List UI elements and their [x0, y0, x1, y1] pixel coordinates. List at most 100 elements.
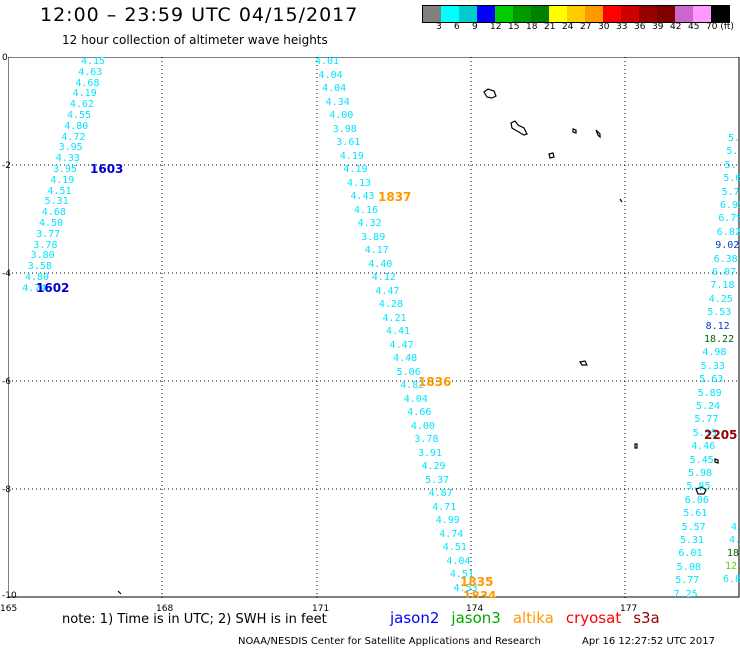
wave-height-value: 4.46	[691, 441, 716, 453]
wave-height-value: 3.95	[53, 164, 78, 175]
satellite-legend-item: jason2	[390, 609, 440, 627]
credit-text: NOAA/NESDIS Center for Satellite Applica…	[238, 636, 541, 647]
scale-swatch	[657, 6, 675, 22]
wave-height-value: 4.12	[371, 272, 396, 283]
wave-height-value: 3.78	[33, 239, 58, 251]
scale-swatch	[531, 6, 549, 22]
scale-swatch	[693, 6, 711, 22]
wave-height-value: 6.06	[684, 494, 709, 506]
wave-height-value: 4.04	[403, 393, 428, 405]
scale-label: 45	[688, 22, 700, 32]
lon-label: 168	[156, 604, 174, 614]
wave-height-value: 4.19	[72, 88, 97, 100]
scale-label: 3	[436, 22, 442, 32]
wave-height-value: 4.51	[442, 542, 467, 553]
wave-height-value: 6.95	[720, 200, 740, 211]
wave-height-value: 5.57	[681, 521, 706, 533]
wave-height-value: 7.25	[673, 588, 698, 598]
wave-height-value: 4.47	[375, 285, 400, 297]
wave-height-value: 4.80	[25, 272, 50, 283]
wave-height-value: 4.13	[346, 177, 372, 189]
wave-height-value: 6.83	[723, 574, 740, 585]
pass-time-label: 1837	[378, 190, 412, 204]
scale-label: 24	[562, 22, 574, 32]
wave-height-value: 5.06	[396, 366, 421, 378]
wave-height-value: 4.04	[446, 555, 471, 567]
scale-swatch	[441, 6, 459, 22]
color-scale-labels: 3 6 9 12 15 18 21 24 27 30 33 36 39 42 45 70 (ft)	[422, 22, 740, 34]
page-title: 12:00 – 23:59 UTC 04/15/2017	[40, 4, 359, 26]
scale-swatch	[567, 6, 585, 22]
wave-height-value: 4.68	[41, 207, 66, 219]
wave-height-value: 4.55	[67, 110, 92, 121]
wave-height-value: 4.51	[449, 569, 474, 580]
scale-label: 15	[508, 22, 520, 32]
lat-label: -6	[2, 377, 11, 387]
wave-height-value: 5.77	[675, 575, 700, 587]
wave-height-value: 3.91	[417, 447, 443, 459]
scale-swatch	[711, 6, 729, 22]
scale-label: 21	[544, 22, 556, 32]
page-subtitle: 12 hour collection of altimeter wave hei…	[62, 33, 328, 47]
scale-label: 42	[670, 22, 682, 32]
scale-label: 36	[634, 22, 646, 32]
scale-label: 9	[472, 22, 478, 32]
scale-label: 33	[616, 22, 628, 32]
wave-height-value: 3.58	[27, 261, 52, 273]
wave-height-value: 4.17	[364, 245, 389, 256]
wave-height-value: 4.87	[428, 488, 453, 499]
scale-swatch	[621, 6, 639, 22]
wave-height-value: 4.99	[435, 515, 460, 526]
scale-swatch	[603, 6, 621, 22]
scale-label: 12	[490, 22, 502, 32]
wave-height-value: 4.25	[708, 293, 733, 305]
scale-swatch	[495, 6, 513, 22]
wave-height-value: 4.19	[50, 174, 75, 186]
wave-height-value: 4.34	[325, 96, 350, 108]
wave-height-value: 4.47	[389, 339, 414, 351]
wave-height-value: 4.98	[702, 347, 727, 359]
wave-height-value: 4.61	[457, 597, 481, 599]
wave-height-value: 6.82	[716, 226, 740, 238]
wave-height-value: 4.	[731, 522, 740, 533]
lon-label: 174	[466, 604, 484, 614]
wave-height-value: 4.68	[75, 77, 100, 89]
wave-height-value: 4.8	[729, 535, 740, 546]
pass-time-label: 1835	[460, 575, 494, 589]
wave-height-value: 7.18	[710, 280, 735, 292]
wave-height-value: 5.15	[692, 427, 717, 439]
wave-height-value: 5.08	[676, 561, 701, 573]
scale-swatch	[513, 6, 531, 22]
scale-swatch	[639, 6, 657, 22]
wave-height-value: 6.75	[718, 213, 740, 225]
pass-time-label: 1603	[90, 162, 124, 176]
wave-height-value: 4.74	[439, 528, 464, 540]
scale-swatch	[549, 6, 567, 22]
wave-height-value: 4.80	[64, 120, 89, 132]
wave-height-value: 4.15	[81, 57, 106, 67]
pass-time-label: 1836	[418, 375, 452, 389]
wave-height-value: 5.85	[686, 481, 711, 493]
island-outlines	[117, 88, 719, 595]
wave-height-value: 3.98	[332, 123, 357, 135]
lat-label: -4	[2, 269, 11, 279]
pass-time-label: 1602	[36, 281, 70, 295]
wave-height-value: 4.19	[339, 150, 364, 162]
wave-height-value: 4.40	[368, 258, 393, 270]
wave-height-value: 4.21	[382, 312, 407, 324]
wave-height-value: 4.43	[350, 191, 375, 202]
wave-height-value: 5.53	[707, 307, 732, 319]
scale-label: 30	[598, 22, 610, 32]
timestamp-text: Apr 16 12:27:52 UTC 2017	[582, 636, 715, 647]
lat-label: -10	[2, 591, 17, 601]
wave-height-value: 5.89	[697, 387, 722, 399]
satellite-legend-item: altika	[512, 609, 554, 627]
wave-height-value: 5.31	[44, 196, 69, 208]
scale-label: 6	[454, 22, 460, 32]
wave-height-value: 4.82	[400, 380, 425, 391]
wave-height-value: 4.50	[39, 218, 64, 229]
scale-swatch	[459, 6, 477, 22]
wave-height-value: 3.80	[30, 250, 55, 262]
scale-swatch	[423, 6, 441, 22]
wave-height-value: 6.38	[713, 253, 738, 265]
